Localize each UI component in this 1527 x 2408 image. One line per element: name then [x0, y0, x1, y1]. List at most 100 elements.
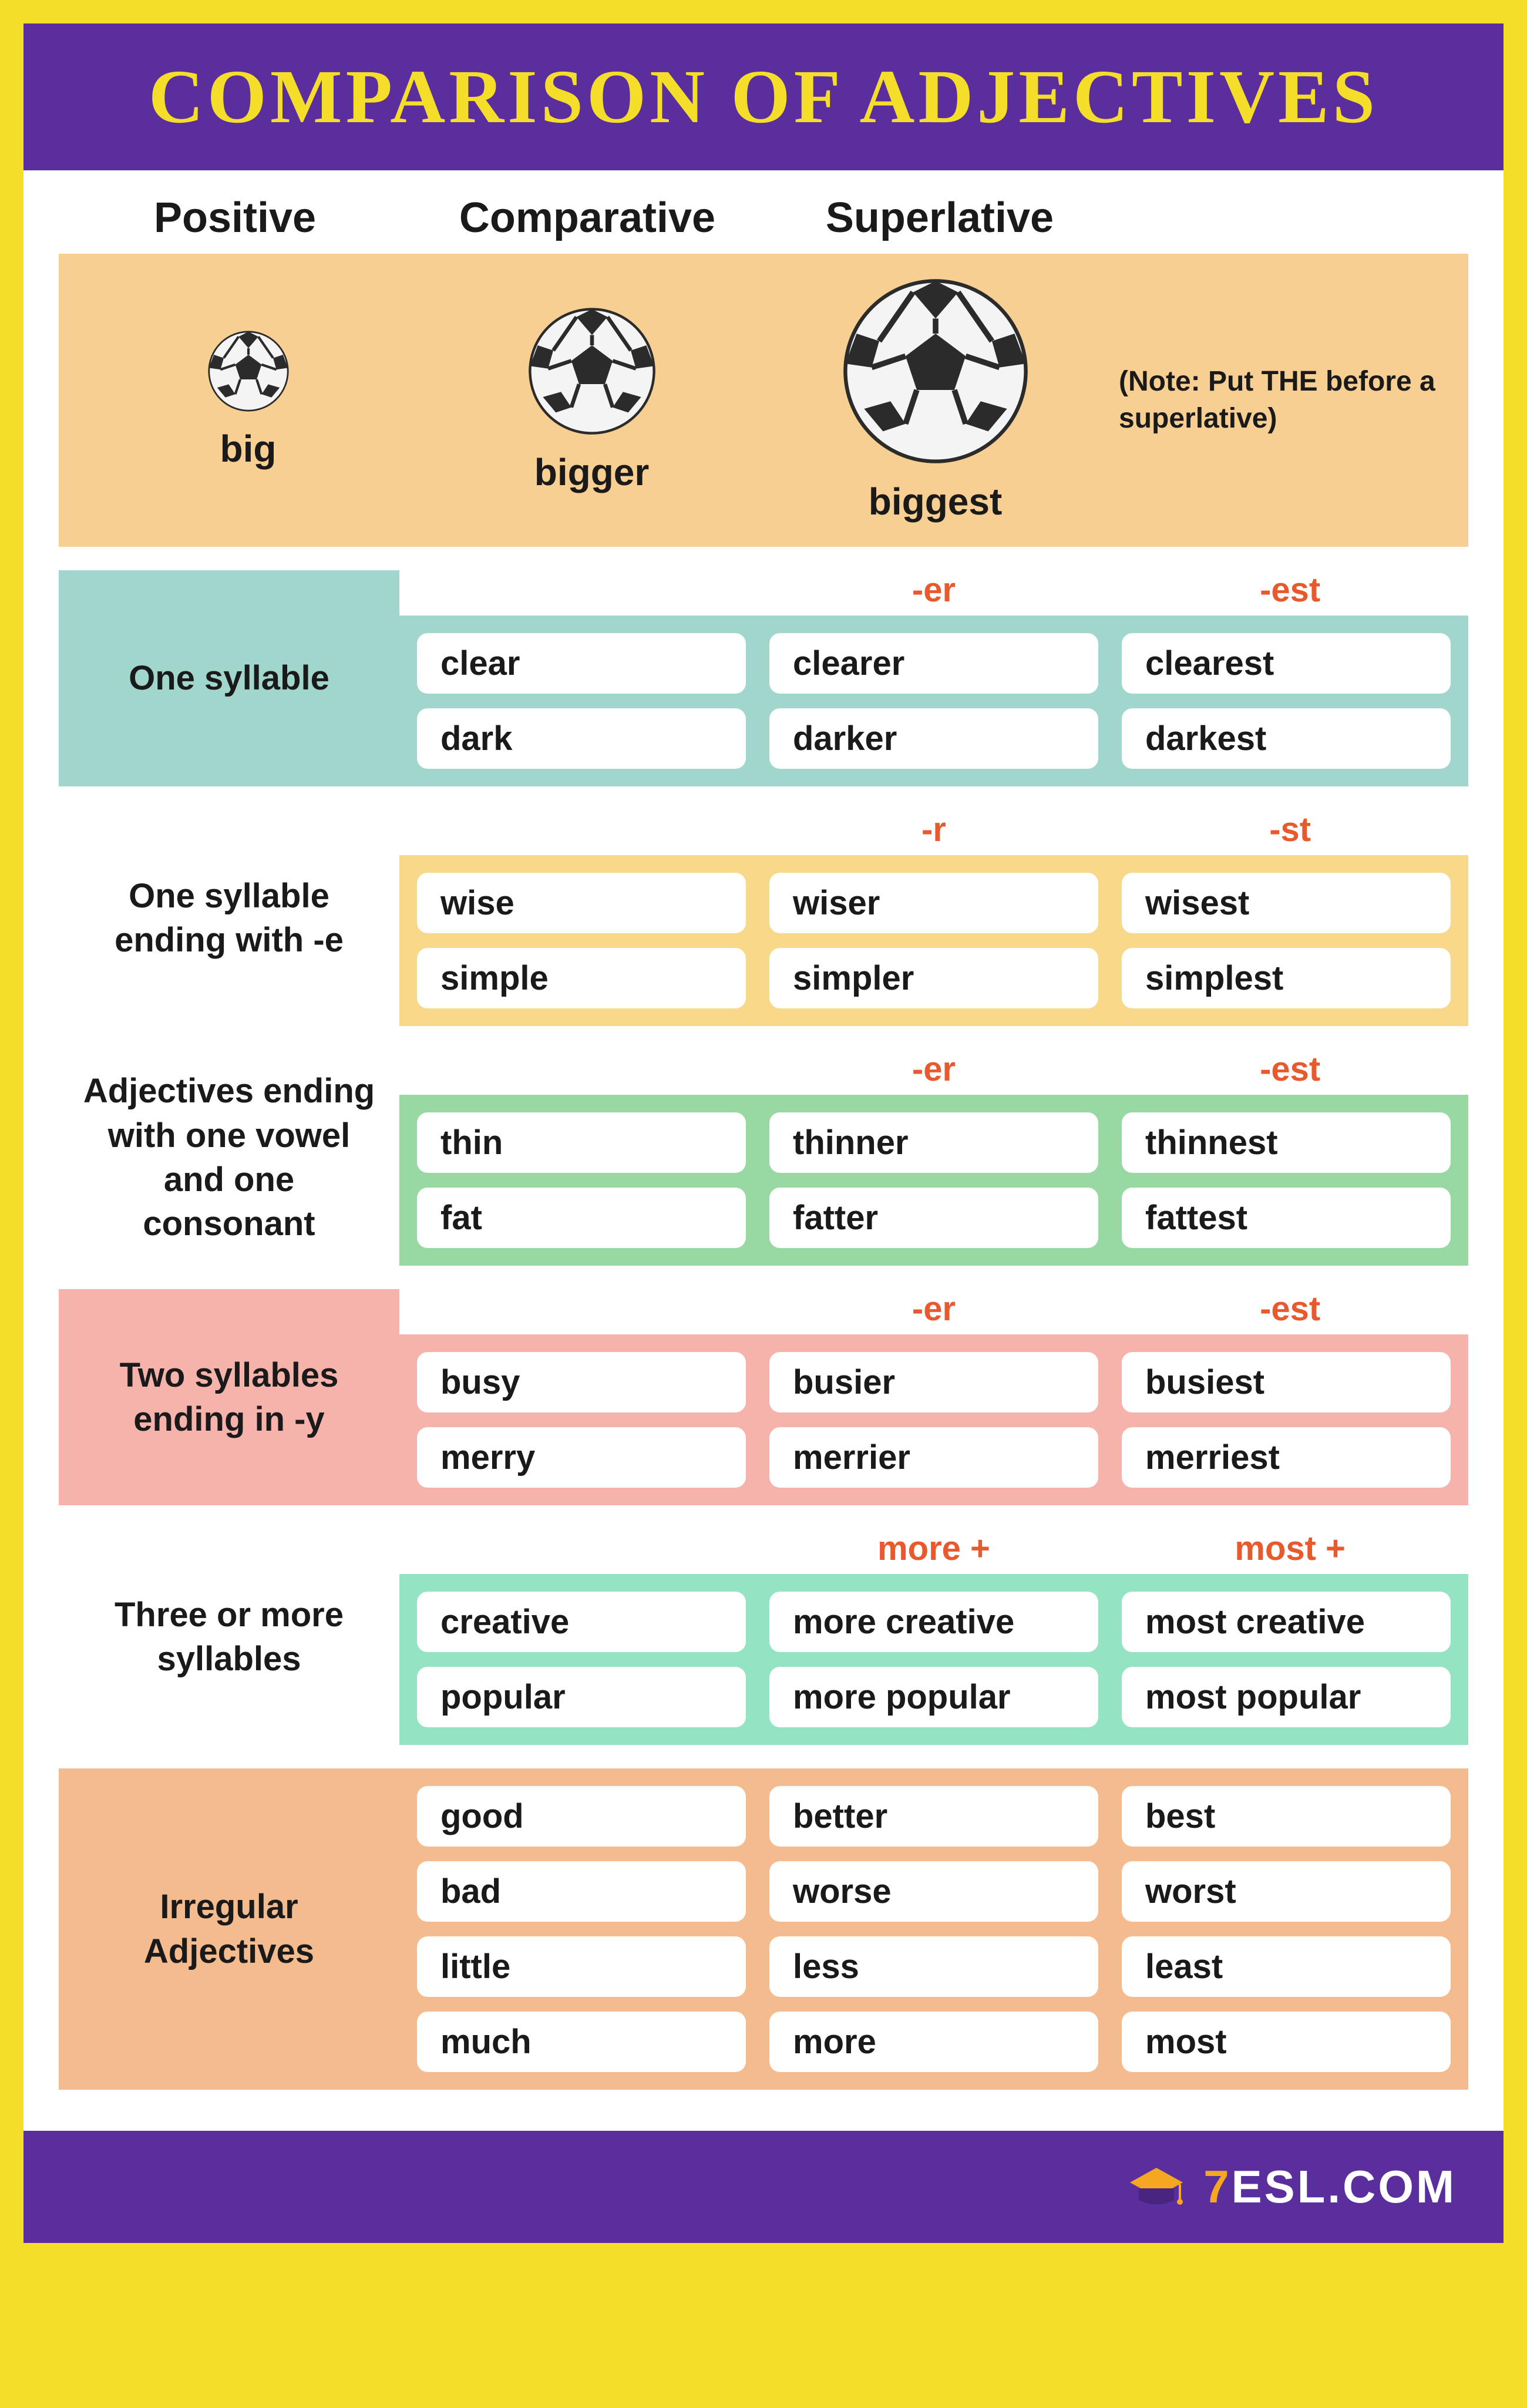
word-pill: darkest: [1122, 708, 1451, 769]
rule-band: wisewiserwisestsimplesimplersimplest: [399, 855, 1468, 1026]
suffix-label: -r: [756, 810, 1112, 849]
title-bar: COMPARISON OF ADJECTIVES: [23, 23, 1504, 170]
word-pill: merrier: [769, 1427, 1098, 1488]
rule-body: more +most +creativemore creativemost cr…: [399, 1529, 1468, 1745]
word-pill: best: [1122, 1786, 1451, 1847]
page: COMPARISON OF ADJECTIVES Positive Compar…: [23, 23, 1504, 2243]
word-pill: worse: [769, 1861, 1098, 1922]
example-label: biggest: [869, 480, 1003, 523]
word-row: popular more popular most popular: [417, 1667, 1451, 1727]
word-pill: more creative: [769, 1592, 1098, 1652]
word-pill: merriest: [1122, 1427, 1451, 1488]
footer-brand-seven: 7: [1203, 2161, 1231, 2212]
rule-row: Two syllables ending in -y-er-estbusybus…: [59, 1289, 1468, 1505]
soccer-ball-icon: [527, 307, 657, 439]
footer-brand: 7ESL.COM: [1203, 2160, 1457, 2214]
word-pill: most: [1122, 2012, 1451, 2072]
word-pill: darker: [769, 708, 1098, 769]
rule-label: Three or more syllables: [59, 1529, 399, 1745]
word-pill: little: [417, 1936, 746, 1997]
word-pill: most popular: [1122, 1667, 1451, 1727]
rule-band: creativemore creativemost creativepopula…: [399, 1574, 1468, 1745]
rule-body: -er-estbusybusierbusiestmerrymerriermerr…: [399, 1289, 1468, 1505]
word-pill: popular: [417, 1667, 746, 1727]
col-header-spacer: [1116, 194, 1468, 242]
rules-container: One syllable-er-estclearclearerclearestd…: [59, 570, 1468, 2090]
word-row: muchmoremost: [417, 2012, 1451, 2072]
suffix-row: more +most +: [399, 1529, 1468, 1568]
rule-body: -r-stwisewiserwisestsimplesimplersimples…: [399, 810, 1468, 1026]
suffix-label: most +: [1112, 1529, 1468, 1568]
word-pill: busier: [769, 1352, 1098, 1412]
word-pill: simpler: [769, 948, 1098, 1008]
word-pill: good: [417, 1786, 746, 1847]
word-pill: better: [769, 1786, 1098, 1847]
suffix-row: -r-st: [399, 810, 1468, 849]
rule-label: One syllable ending with -e: [59, 810, 399, 1026]
word-pill: most creative: [1122, 1592, 1451, 1652]
example-ball-cell: bigger: [420, 307, 764, 494]
rule-row: Irregular Adjectivesgoodbetterbestbadwor…: [59, 1768, 1468, 2090]
rule-row: Adjectives ending with one vowel and one…: [59, 1050, 1468, 1266]
word-pill: clearest: [1122, 633, 1451, 694]
rule-label: Adjectives ending with one vowel and one…: [59, 1050, 399, 1266]
footer-brand-rest: ESL.COM: [1232, 2161, 1457, 2212]
word-row: creativemore creativemost creative: [417, 1592, 1451, 1652]
example-note: (Note: Put THE before a superlative): [1107, 364, 1451, 437]
suffix-row: -er-est: [399, 570, 1468, 610]
suffix-row: -er-est: [399, 1289, 1468, 1329]
col-header-superlative: Superlative: [764, 194, 1116, 242]
suffix-row: -er-est: [399, 1050, 1468, 1089]
word-row: busybusierbusiest: [417, 1352, 1451, 1412]
footer-bar: 7ESL.COM: [23, 2131, 1504, 2243]
word-pill: more: [769, 2012, 1098, 2072]
col-header-comparative: Comparative: [411, 194, 764, 242]
soccer-ball-icon: [207, 330, 290, 415]
suffix-label: -est: [1112, 570, 1468, 610]
example-label: big: [220, 427, 277, 470]
suffix-label: [399, 570, 756, 610]
graduation-cap-icon: [1127, 2162, 1186, 2212]
word-pill: busiest: [1122, 1352, 1451, 1412]
word-pill: merry: [417, 1427, 746, 1488]
word-pill: least: [1122, 1936, 1451, 1997]
suffix-label: -er: [756, 1289, 1112, 1329]
page-title: COMPARISON OF ADJECTIVES: [47, 53, 1480, 141]
word-pill: wisest: [1122, 873, 1451, 933]
word-pill: thinnest: [1122, 1112, 1451, 1173]
suffix-label: [399, 1529, 756, 1568]
suffix-label: [399, 810, 756, 849]
rule-label: Two syllables ending in -y: [59, 1289, 399, 1505]
word-row: thinthinnerthinnest: [417, 1112, 1451, 1173]
rule-band: clearclearerclearestdarkdarkerdarkest: [399, 616, 1468, 786]
content-area: Positive Comparative Superlative big: [23, 170, 1504, 2131]
word-pill: fat: [417, 1188, 746, 1248]
suffix-label: -est: [1112, 1050, 1468, 1089]
rule-label: One syllable: [59, 570, 399, 786]
word-row: fat fatter fattest: [417, 1188, 1451, 1248]
word-pill: more popular: [769, 1667, 1098, 1727]
col-header-positive: Positive: [59, 194, 411, 242]
rule-band: goodbetterbestbadworseworstlittlelesslea…: [399, 1768, 1468, 2090]
word-row: darkdarkerdarkest: [417, 708, 1451, 769]
word-pill: fattest: [1122, 1188, 1451, 1248]
suffix-label: more +: [756, 1529, 1112, 1568]
word-pill: simplest: [1122, 948, 1451, 1008]
example-ball-cell: biggest: [764, 277, 1107, 523]
suffix-label: -er: [756, 1050, 1112, 1089]
rule-label: Irregular Adjectives: [59, 1768, 399, 2090]
word-pill: wiser: [769, 873, 1098, 933]
word-pill: thinner: [769, 1112, 1098, 1173]
rule-body: goodbetterbestbadworseworstlittlelesslea…: [399, 1768, 1468, 2090]
column-headers: Positive Comparative Superlative: [59, 194, 1468, 242]
suffix-label: -est: [1112, 1289, 1468, 1329]
word-pill: simple: [417, 948, 746, 1008]
rule-band: busybusierbusiestmerrymerriermerriest: [399, 1334, 1468, 1505]
word-pill: clear: [417, 633, 746, 694]
word-row: little less least: [417, 1936, 1451, 1997]
word-pill: less: [769, 1936, 1098, 1997]
suffix-label: -st: [1112, 810, 1468, 849]
word-pill: fatter: [769, 1188, 1098, 1248]
word-pill: clearer: [769, 633, 1098, 694]
suffix-label: [399, 1050, 756, 1089]
